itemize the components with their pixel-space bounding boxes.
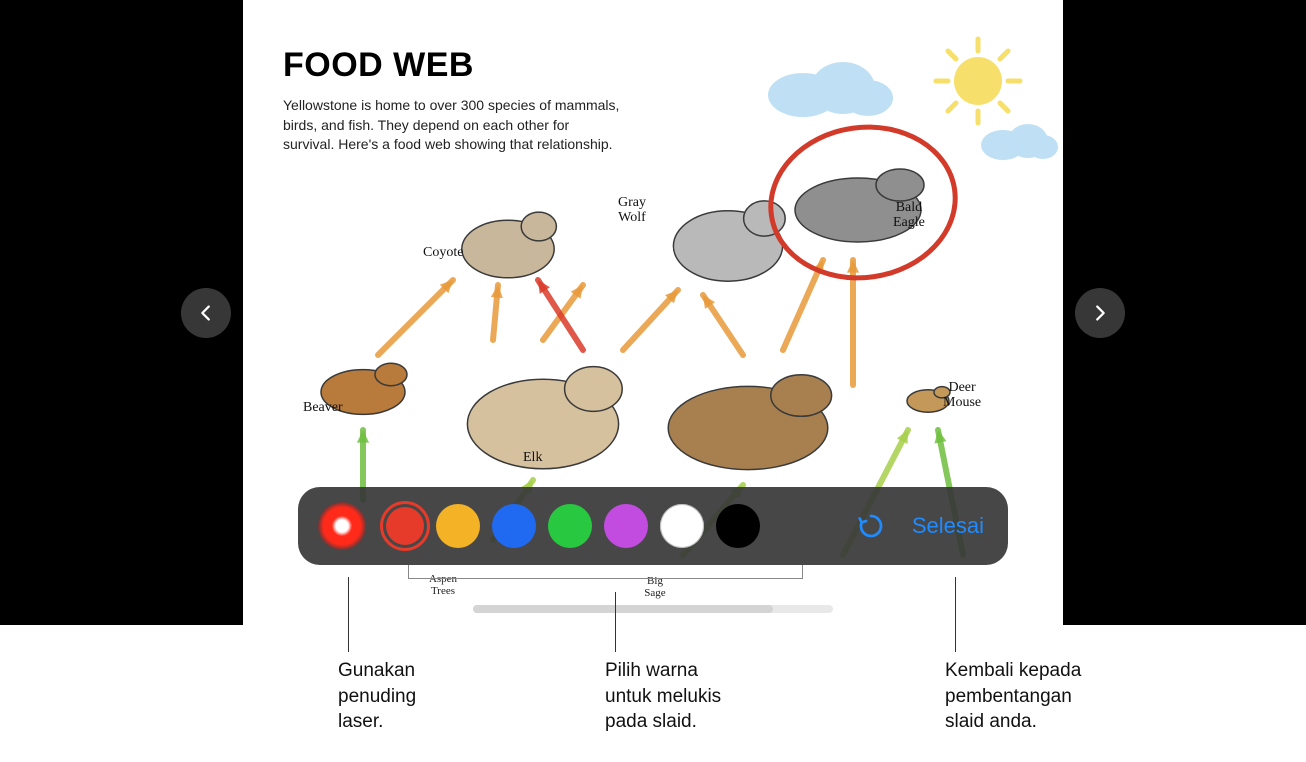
callout-text-line: Kembali kepada [945,660,1081,681]
animal-label: Elk [523,450,542,465]
plant-label-sage: BigSage [635,576,675,599]
color-swatch-red[interactable] [386,507,424,545]
prev-slide-button[interactable] [181,288,231,338]
scrollbar-thumb[interactable] [473,605,773,613]
color-swatch-yellow[interactable] [436,504,480,548]
chevron-right-icon [1089,302,1111,324]
color-swatch-blue[interactable] [492,504,536,548]
slide-canvas[interactable]: FOOD WEB Yellowstone is home to over 300… [243,0,1063,625]
color-swatch-green[interactable] [548,504,592,548]
left-pillarbox [0,0,243,625]
callout-text-line: Pilih warna [605,660,698,681]
swatch-bracket [408,565,803,579]
slide-horizontal-scrollbar[interactable] [473,605,833,613]
callout-colors: Pilih warna untuk melukis pada slaid. [605,658,805,735]
annotation-toolbar: Selesai [298,487,1008,565]
animal-elk [453,340,633,480]
callout-done: Kembali kepada pembentangan slaid anda. [945,658,1145,735]
callout-line [348,577,349,652]
callout-text-line: laser. [338,711,383,732]
chevron-left-icon [195,302,217,324]
callout-text-line: Gunakan [338,660,415,681]
undo-button[interactable] [854,509,888,543]
laser-pointer-button[interactable] [318,502,366,550]
callout-text-line: pembentangan [945,686,1072,707]
animal-label: GrayWolf [618,195,646,226]
color-swatch-white[interactable] [660,504,704,548]
callout-text-line: pada slaid. [605,711,697,732]
presentation-stage: FOOD WEB Yellowstone is home to over 300… [0,0,1306,625]
callout-line [955,577,956,652]
animal-label: Coyote [423,245,463,260]
color-swatches [386,504,760,548]
animal-coyote [453,195,563,285]
callout-line [615,592,616,652]
right-pillarbox [1063,0,1306,625]
animal-bison [653,350,843,480]
callout-text-line: penuding [338,686,416,707]
color-swatch-purple[interactable] [604,504,648,548]
undo-icon [856,511,886,541]
callout-laser: Gunakan penuding laser. [338,658,538,735]
callouts-region: Gunakan penuding laser. Pilih warna untu… [0,632,1306,762]
next-slide-button[interactable] [1075,288,1125,338]
animal-label: Beaver [303,400,343,415]
callout-text-line: untuk melukis [605,686,721,707]
animal-label: DeerMouse [943,380,981,411]
callout-text-line: slaid anda. [945,711,1037,732]
done-button[interactable]: Selesai [912,513,984,539]
color-swatch-black[interactable] [716,504,760,548]
